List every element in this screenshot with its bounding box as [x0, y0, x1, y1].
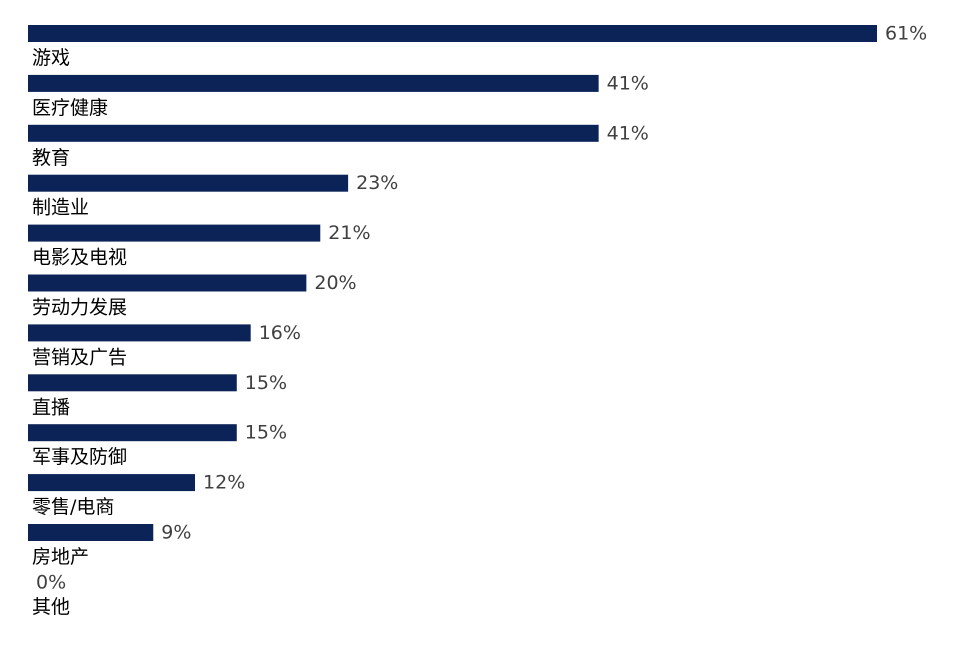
value-labels-layer: 61% 41% 41% 23% 21% 20% 16% 15% 15% 12% 9% 0%: [36, 23, 927, 594]
value-label-0: 61%: [885, 23, 927, 45]
bar-5: [28, 274, 307, 292]
bar-4: [28, 224, 321, 242]
category-label-10: 房地产: [32, 546, 89, 568]
category-label-2: 教育: [32, 147, 70, 169]
category-label-1: 医疗健康: [32, 97, 108, 119]
bar-1: [28, 74, 599, 92]
bar-7: [28, 374, 237, 392]
value-label-2: 41%: [607, 122, 649, 144]
category-labels-layer: 游戏医疗健康教育制造业电影及电视劳动力发展营销及广告直播军事及防御零售/电商房地…: [32, 47, 127, 618]
value-label-11: 0%: [36, 571, 66, 593]
category-label-5: 劳动力发展: [32, 297, 127, 319]
bar-6: [28, 324, 251, 342]
value-label-1: 41%: [607, 72, 649, 94]
value-label-10: 9%: [161, 522, 191, 544]
value-label-4: 21%: [328, 222, 370, 244]
category-label-7: 直播: [32, 396, 70, 418]
category-label-11: 其他: [32, 596, 70, 618]
category-label-4: 电影及电视: [32, 247, 127, 269]
category-label-3: 制造业: [32, 197, 89, 219]
category-label-0: 游戏: [32, 47, 70, 69]
bar-2: [28, 124, 599, 142]
category-label-6: 营销及广告: [32, 346, 127, 368]
bars-layer: [28, 25, 877, 541]
value-label-3: 23%: [356, 172, 398, 194]
bar-0: [28, 25, 877, 42]
value-label-8: 15%: [245, 422, 287, 444]
category-label-9: 零售/电商: [32, 496, 114, 518]
bar-8: [28, 424, 237, 442]
value-label-7: 15%: [245, 372, 287, 394]
value-label-5: 20%: [314, 272, 356, 294]
value-label-9: 12%: [203, 472, 245, 494]
category-label-8: 军事及防御: [32, 446, 127, 468]
bar-9: [28, 474, 196, 492]
value-label-6: 16%: [259, 322, 301, 344]
bar-10: [28, 524, 154, 541]
bar-3: [28, 174, 349, 192]
